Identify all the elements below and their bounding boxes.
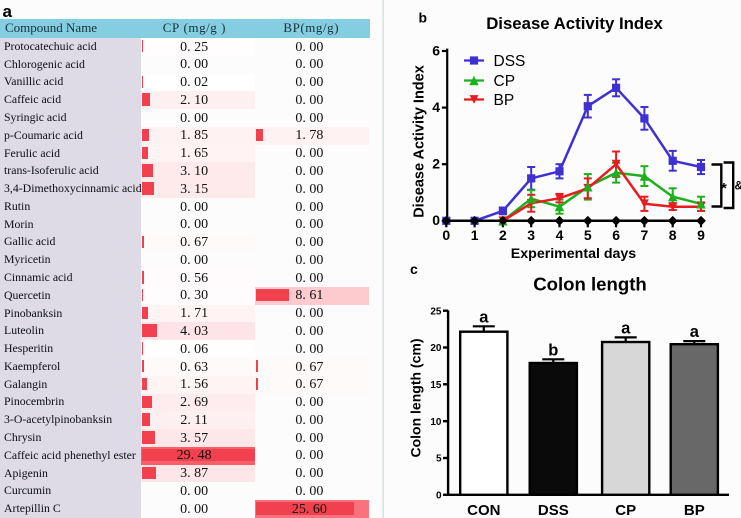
- svg-text:b: b: [548, 341, 558, 359]
- svg-text:BP: BP: [494, 92, 515, 109]
- svg-text:20: 20: [430, 343, 442, 354]
- svg-text:CON: CON: [467, 502, 500, 518]
- svg-text:1: 1: [471, 227, 479, 243]
- svg-text:9: 9: [697, 227, 705, 243]
- svg-text:a: a: [621, 319, 631, 337]
- svg-text:5: 5: [584, 227, 592, 243]
- svg-text:c: c: [410, 261, 418, 277]
- svg-text:b: b: [419, 10, 428, 26]
- svg-text:4: 4: [556, 227, 564, 243]
- svg-text:8: 8: [669, 227, 677, 243]
- svg-text:a: a: [479, 308, 489, 326]
- svg-text:*: *: [721, 180, 727, 197]
- svg-text:DSS: DSS: [494, 53, 526, 70]
- svg-text:BP: BP: [684, 502, 705, 518]
- svg-text:2: 2: [432, 156, 440, 172]
- svg-text:6: 6: [612, 227, 620, 243]
- svg-text:Colon length: Colon length: [533, 274, 647, 295]
- svg-text:10: 10: [430, 417, 442, 428]
- svg-text:0: 0: [432, 212, 440, 228]
- svg-text:5: 5: [436, 454, 442, 465]
- svg-text:Disease Activity Index: Disease Activity Index: [486, 14, 663, 33]
- svg-text:Disease Activity Index: Disease Activity Index: [412, 65, 428, 218]
- svg-text:7: 7: [641, 227, 649, 243]
- svg-text:0: 0: [436, 490, 442, 501]
- svg-text:25: 25: [430, 306, 442, 317]
- svg-text:CP: CP: [494, 73, 516, 90]
- svg-text:CP: CP: [615, 502, 636, 518]
- svg-text:DSS: DSS: [538, 502, 569, 518]
- svg-text:4: 4: [432, 99, 440, 115]
- svg-text:Colon length (cm): Colon length (cm): [408, 339, 424, 458]
- svg-text:&: &: [735, 181, 741, 193]
- svg-text:15: 15: [430, 380, 442, 391]
- svg-text:Experimental days: Experimental days: [511, 246, 636, 262]
- svg-text:6: 6: [432, 42, 440, 58]
- svg-text:0: 0: [442, 227, 450, 243]
- svg-text:a: a: [690, 323, 700, 341]
- svg-text:2: 2: [499, 227, 507, 243]
- svg-text:3: 3: [527, 227, 535, 243]
